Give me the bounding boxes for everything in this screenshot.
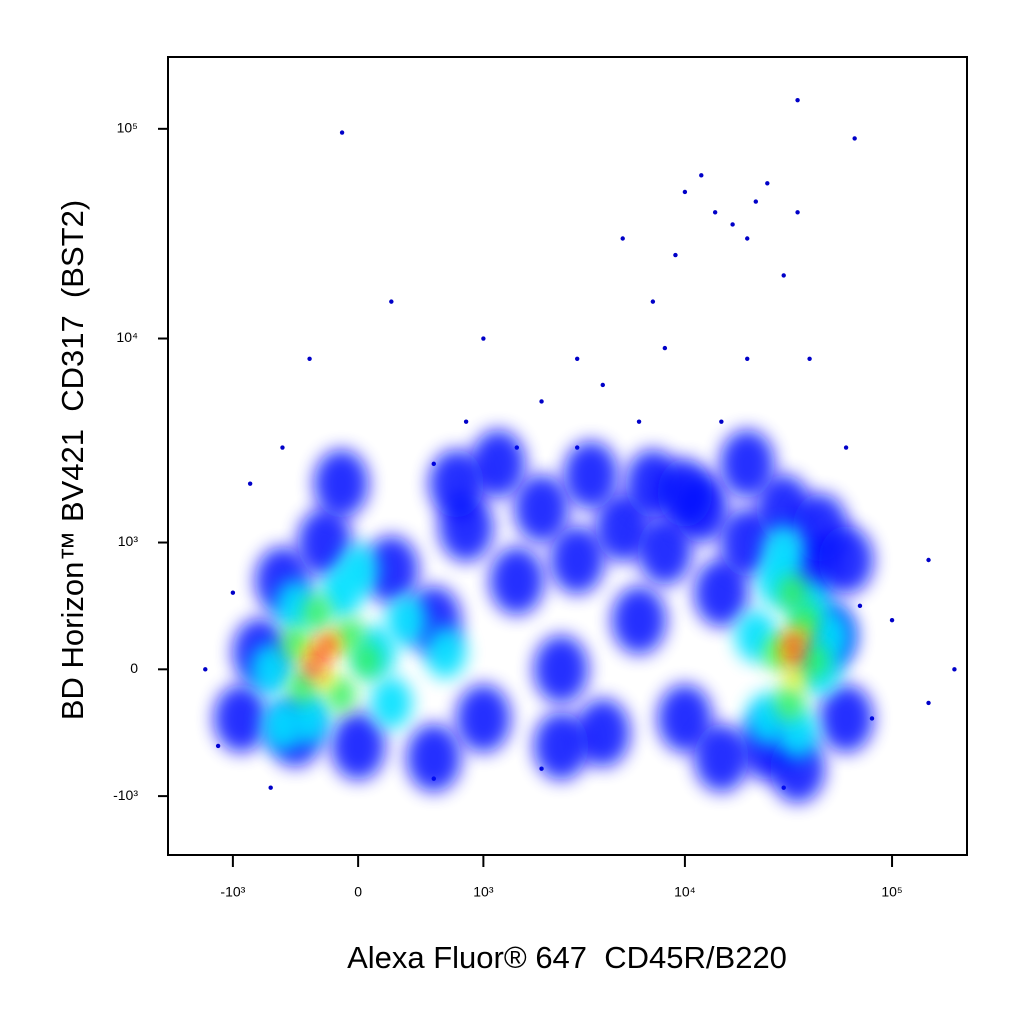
event-point <box>611 586 667 655</box>
event-point <box>926 557 931 563</box>
y-tick-label: 10⁵ <box>117 120 138 136</box>
event-point <box>719 419 724 424</box>
event-point <box>339 130 345 135</box>
event-point <box>785 633 800 652</box>
event-point <box>720 429 775 498</box>
event-point <box>305 660 320 679</box>
event-point <box>320 634 336 653</box>
event-point <box>385 594 428 647</box>
y-axis-label: BD Horizon™ BV421 CD317 (BST2) <box>55 200 90 720</box>
event-point <box>489 546 545 615</box>
event-point <box>745 356 750 362</box>
event-point <box>563 441 619 510</box>
event-point <box>307 356 312 362</box>
event-point <box>818 684 874 753</box>
x-tick-label: 10⁵ <box>881 884 902 900</box>
event-point <box>673 252 678 258</box>
event-point <box>657 684 713 753</box>
event-point <box>799 642 829 679</box>
event-point <box>249 643 292 696</box>
event-point <box>657 458 713 527</box>
event-point <box>762 524 805 577</box>
event-point <box>313 646 328 665</box>
event-point <box>926 700 931 706</box>
event-point <box>456 684 511 753</box>
event-point <box>730 222 735 227</box>
y-tick-label: 10⁴ <box>116 329 138 345</box>
event-point <box>852 136 857 141</box>
event-point <box>620 236 625 241</box>
event-point <box>302 594 332 631</box>
x-tick-label: 10³ <box>473 884 494 900</box>
event-point <box>889 617 895 623</box>
event-point <box>662 345 668 351</box>
event-point <box>261 699 304 752</box>
event-point <box>533 635 589 704</box>
event-point <box>785 665 805 690</box>
event-point <box>364 535 419 604</box>
event-point <box>215 743 221 749</box>
event-point <box>795 210 800 215</box>
event-point <box>699 173 704 178</box>
event-point <box>807 356 812 362</box>
event-point <box>247 481 253 486</box>
event-point <box>203 667 208 672</box>
event-point <box>777 574 807 611</box>
event-point <box>694 723 749 792</box>
event-point <box>326 676 356 713</box>
x-axis-label: Alexa Fluor® 647 CD45R/B220 <box>347 940 787 975</box>
event-point <box>389 299 394 304</box>
event-point <box>636 419 642 424</box>
event-point <box>424 626 467 679</box>
event-point <box>481 336 486 341</box>
y-tick-label: -10³ <box>113 787 138 803</box>
event-point <box>753 199 759 204</box>
event-point <box>429 449 484 518</box>
event-point <box>280 445 285 450</box>
event-point <box>533 711 589 780</box>
event-point <box>574 356 580 362</box>
event-point <box>463 419 469 424</box>
event-point <box>549 526 605 595</box>
event-point <box>650 299 656 304</box>
x-tick-label: 0 <box>354 884 362 900</box>
event-point <box>268 785 273 790</box>
x-tick-label: -10³ <box>220 884 245 900</box>
event-point <box>765 181 770 186</box>
event-point <box>315 665 335 690</box>
event-point <box>637 516 693 585</box>
x-tick-label: 10⁴ <box>674 884 696 900</box>
event-point <box>297 508 353 577</box>
event-point <box>818 526 874 595</box>
event-point <box>370 676 413 729</box>
event-point <box>470 429 526 498</box>
y-tick-label: 0 <box>130 660 138 676</box>
event-point <box>575 698 630 767</box>
event-point <box>682 189 688 195</box>
event-point <box>514 474 569 543</box>
event-point <box>781 273 786 278</box>
event-point <box>406 723 461 792</box>
event-point <box>857 603 863 609</box>
event-point <box>314 449 369 518</box>
event-point <box>775 684 804 721</box>
event-point <box>795 97 800 103</box>
plot-frame <box>167 56 968 856</box>
event-point <box>230 590 236 595</box>
event-point <box>600 382 605 388</box>
event-point <box>843 445 849 450</box>
event-point <box>352 642 382 679</box>
event-point <box>952 667 957 672</box>
event-point <box>330 711 386 780</box>
event-point <box>213 684 269 753</box>
event-point <box>745 236 750 241</box>
event-point <box>694 558 749 627</box>
event-point <box>712 210 718 215</box>
event-point <box>337 543 379 596</box>
y-tick-label: 10³ <box>118 533 139 549</box>
plot-area <box>203 97 957 803</box>
event-point <box>539 399 544 404</box>
